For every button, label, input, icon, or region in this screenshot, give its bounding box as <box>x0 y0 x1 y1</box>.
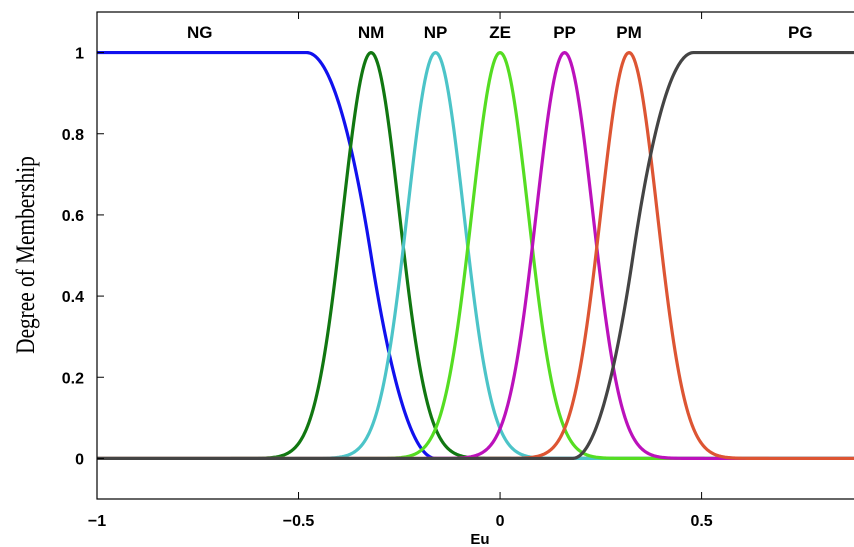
series-line-ze <box>96 50 854 461</box>
series-line-pp <box>96 50 854 461</box>
y-axis-label: Degree of Membership <box>12 156 40 354</box>
series-line-pg <box>96 50 854 461</box>
y-tick-label: 0.8 <box>62 127 84 144</box>
y-ticks: 0 0.2 0.4 0.6 0.8 1 <box>62 46 104 468</box>
y-tick-label: 0 <box>75 451 84 468</box>
x-ticks: −1 −0.5 0 0.5 <box>88 12 713 530</box>
plot-frame <box>96 11 854 500</box>
y-tick-label: 0.2 <box>62 370 84 387</box>
label-pg: PG <box>788 23 813 42</box>
y-tick-label: 0.4 <box>62 289 84 306</box>
label-ng: NG <box>187 23 213 42</box>
label-np: NP <box>424 23 448 42</box>
label-ze: ZE <box>489 23 511 42</box>
series-curves <box>96 50 854 461</box>
x-axis-label: Eu <box>470 531 489 547</box>
label-nm: NM <box>358 23 384 42</box>
x-tick-label: −0.5 <box>283 513 315 530</box>
series-line-nm <box>96 51 854 461</box>
series-line-np <box>96 50 854 461</box>
y-tick-label: 0.6 <box>62 208 84 225</box>
label-pm: PM <box>616 23 642 42</box>
series-line-ng <box>96 50 854 461</box>
x-tick-label: −1 <box>88 513 106 530</box>
label-pp: PP <box>553 23 576 42</box>
membership-labels: NG NM NP ZE PP PM PG <box>187 23 813 42</box>
series-line-pm <box>96 50 854 461</box>
y-tick-label: 1 <box>75 46 84 63</box>
x-tick-label: 0 <box>496 513 505 530</box>
x-tick-label: 0.5 <box>690 513 712 530</box>
